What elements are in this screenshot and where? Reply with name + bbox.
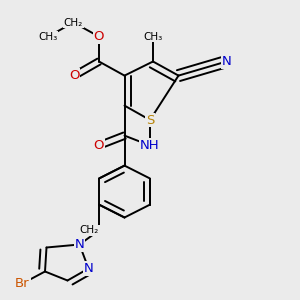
- Text: Br: Br: [15, 277, 30, 290]
- Text: CH₂: CH₂: [64, 17, 83, 28]
- Text: N: N: [75, 238, 84, 251]
- Text: CH₃: CH₃: [38, 32, 58, 42]
- Text: S: S: [146, 113, 154, 127]
- Text: NH: NH: [140, 139, 160, 152]
- Text: N: N: [222, 55, 231, 68]
- Text: CH₂: CH₂: [80, 225, 99, 236]
- Text: O: O: [94, 30, 104, 43]
- Text: O: O: [69, 69, 80, 82]
- Text: N: N: [84, 262, 93, 275]
- Text: CH₃: CH₃: [143, 32, 163, 42]
- Text: O: O: [94, 139, 104, 152]
